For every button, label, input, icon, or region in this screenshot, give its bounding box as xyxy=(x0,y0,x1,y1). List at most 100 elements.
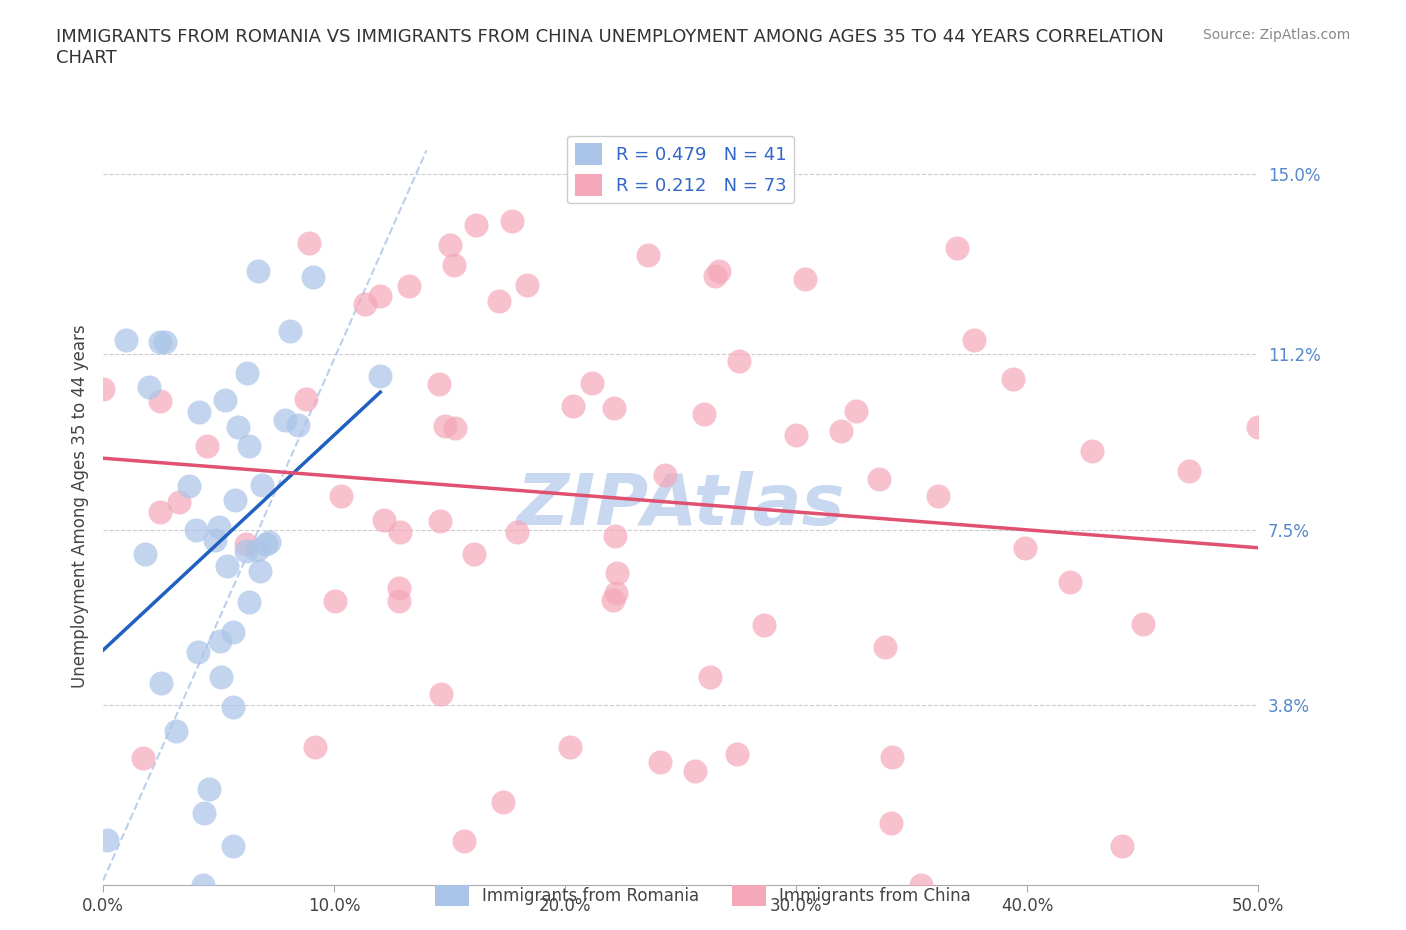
Immigrants from Romania xyxy=(215,559,238,574)
Text: IMMIGRANTS FROM ROMANIA VS IMMIGRANTS FROM CHINA UNEMPLOYMENT AMONG AGES 35 TO 4: IMMIGRANTS FROM ROMANIA VS IMMIGRANTS FR… xyxy=(56,28,1164,67)
Immigrants from China xyxy=(149,504,172,519)
Immigrants from China xyxy=(373,512,395,527)
Immigrants from China xyxy=(434,419,457,434)
Immigrants from China xyxy=(304,740,326,755)
Y-axis label: Unemployment Among Ages 35 to 44 years: Unemployment Among Ages 35 to 44 years xyxy=(72,324,89,687)
Immigrants from China xyxy=(368,288,391,303)
Immigrants from China xyxy=(603,529,626,544)
Immigrants from China xyxy=(388,581,411,596)
Immigrants from China xyxy=(1014,541,1036,556)
Immigrants from China xyxy=(562,399,585,414)
Immigrants from Romania xyxy=(134,547,156,562)
Immigrants from China xyxy=(1002,372,1025,387)
Immigrants from China xyxy=(793,272,815,286)
Immigrants from China xyxy=(1059,575,1081,590)
Immigrants from Romania xyxy=(222,699,245,714)
Immigrants from China xyxy=(830,423,852,438)
Immigrants from China xyxy=(725,747,748,762)
Legend: R = 0.479   N = 41, R = 0.212   N = 73: R = 0.479 N = 41, R = 0.212 N = 73 xyxy=(568,136,794,203)
Immigrants from Romania xyxy=(208,633,231,648)
Immigrants from Romania xyxy=(208,519,231,534)
Immigrants from China xyxy=(427,377,450,392)
Immigrants from China xyxy=(654,468,676,483)
Immigrants from China xyxy=(1111,838,1133,853)
Immigrants from China xyxy=(91,381,114,396)
Immigrants from Romania xyxy=(257,535,280,550)
Immigrants from Romania xyxy=(150,676,173,691)
Immigrants from China xyxy=(1081,444,1104,458)
Immigrants from China xyxy=(602,592,624,607)
Immigrants from China xyxy=(298,235,321,250)
Immigrants from Romania xyxy=(236,366,259,381)
Immigrants from China xyxy=(506,525,529,539)
Immigrants from Romania xyxy=(246,542,269,557)
Immigrants from China xyxy=(581,376,603,391)
Immigrants from China xyxy=(703,268,725,283)
Immigrants from China xyxy=(605,585,627,600)
Immigrants from China xyxy=(606,565,628,580)
Immigrants from Romania xyxy=(224,493,246,508)
Immigrants from Romania xyxy=(209,670,232,684)
Immigrants from China xyxy=(728,353,751,368)
Immigrants from China xyxy=(463,546,485,561)
Immigrants from China xyxy=(501,214,523,229)
Immigrants from China xyxy=(880,750,903,764)
Immigrants from Romania xyxy=(370,369,392,384)
Immigrants from China xyxy=(910,878,932,893)
Immigrants from Romania xyxy=(222,625,245,640)
Text: ZIPAtlas: ZIPAtlas xyxy=(516,472,845,540)
Legend: Immigrants from Romania, Immigrants from China: Immigrants from Romania, Immigrants from… xyxy=(429,879,977,912)
Immigrants from China xyxy=(558,739,581,754)
Immigrants from Romania xyxy=(280,324,302,339)
Immigrants from China xyxy=(845,404,868,418)
Immigrants from Romania xyxy=(193,805,215,820)
Immigrants from China xyxy=(868,472,890,486)
Immigrants from China xyxy=(785,428,807,443)
Immigrants from Romania xyxy=(149,335,172,350)
Immigrants from China xyxy=(1247,419,1270,434)
Immigrants from Romania xyxy=(254,536,277,551)
Immigrants from China xyxy=(323,593,346,608)
Immigrants from Romania xyxy=(273,413,295,428)
Immigrants from China xyxy=(516,277,538,292)
Immigrants from China xyxy=(945,240,967,255)
Immigrants from China xyxy=(699,670,721,684)
Immigrants from Romania xyxy=(166,723,188,737)
Immigrants from Romania xyxy=(179,479,201,494)
Immigrants from Romania xyxy=(249,564,271,578)
Immigrants from China xyxy=(683,764,706,778)
Immigrants from China xyxy=(963,333,986,348)
Immigrants from China xyxy=(388,525,411,539)
Immigrants from China xyxy=(453,833,475,848)
Immigrants from China xyxy=(492,794,515,809)
Immigrants from China xyxy=(709,263,731,278)
Immigrants from China xyxy=(873,640,896,655)
Immigrants from China xyxy=(388,593,411,608)
Immigrants from Romania xyxy=(235,543,257,558)
Immigrants from Romania xyxy=(238,438,260,453)
Immigrants from China xyxy=(752,618,775,632)
Immigrants from China xyxy=(429,513,451,528)
Immigrants from China xyxy=(693,406,716,421)
Immigrants from Romania xyxy=(214,392,236,407)
Immigrants from Romania xyxy=(198,781,221,796)
Immigrants from China xyxy=(927,488,949,503)
Immigrants from China xyxy=(443,258,465,272)
Immigrants from China xyxy=(880,816,903,830)
Immigrants from China xyxy=(439,238,461,253)
Immigrants from Romania xyxy=(96,832,118,847)
Immigrants from China xyxy=(1178,463,1201,478)
Immigrants from China xyxy=(235,537,257,551)
Immigrants from Romania xyxy=(184,522,207,537)
Immigrants from Romania xyxy=(247,264,270,279)
Immigrants from Romania xyxy=(187,644,209,659)
Immigrants from China xyxy=(149,393,172,408)
Immigrants from Romania xyxy=(115,333,138,348)
Immigrants from Romania xyxy=(191,878,214,893)
Immigrants from China xyxy=(602,401,624,416)
Immigrants from China xyxy=(650,754,672,769)
Immigrants from Romania xyxy=(188,404,211,418)
Immigrants from China xyxy=(444,420,467,435)
Immigrants from Romania xyxy=(302,270,325,285)
Immigrants from China xyxy=(398,279,420,294)
